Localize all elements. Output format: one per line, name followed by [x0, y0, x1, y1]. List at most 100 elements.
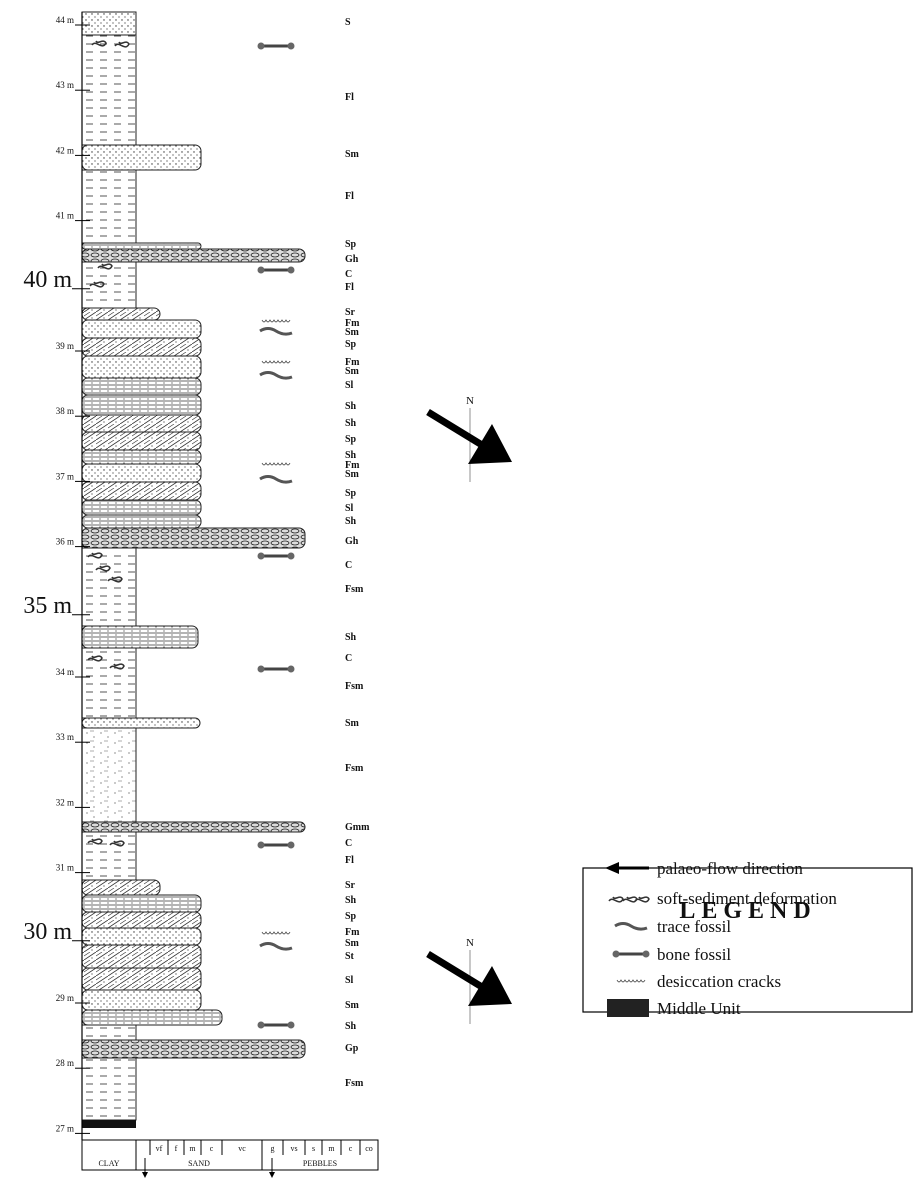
north-label: N: [466, 937, 474, 949]
bone-end: [258, 267, 265, 274]
bed: [82, 548, 136, 626]
trace-fossil: [260, 477, 292, 483]
facies-code: Sl: [345, 380, 354, 391]
depth-label: 37 m: [56, 471, 74, 481]
depth-label: 28 m: [56, 1058, 74, 1068]
bone-end: [258, 43, 265, 50]
facies-code: Sl: [345, 975, 354, 986]
legend-item: Middle Unit: [657, 999, 741, 1018]
bone-end: [643, 951, 650, 958]
bed: [82, 880, 160, 895]
bed: [82, 1010, 222, 1025]
facies-code: Sm: [345, 366, 360, 377]
bed: [82, 320, 201, 338]
facies-code: Sr: [345, 880, 356, 891]
facies-code: Fl: [345, 282, 354, 293]
bed: [82, 718, 200, 728]
bed: [82, 895, 201, 912]
depth-label: 27 m: [56, 1123, 74, 1133]
bone-end: [288, 553, 295, 560]
depth-label: 36 m: [56, 537, 74, 547]
facies-code: Sp: [345, 239, 357, 250]
depth-label: 41 m: [56, 211, 74, 221]
legend-middle-unit: [607, 999, 649, 1017]
depth-label: 33 m: [56, 732, 74, 742]
bed: [82, 515, 201, 528]
legend-item: palaeo-flow direction: [657, 859, 803, 878]
trace-fossil: [260, 373, 292, 379]
bed: [82, 928, 201, 945]
bed: [82, 145, 201, 170]
bed: [82, 945, 201, 968]
facies-code: Sh: [345, 895, 357, 906]
grain-group: CLAY: [98, 1159, 119, 1168]
depth-label: 30 m: [23, 919, 72, 945]
facies-code: Fsm: [345, 1078, 364, 1089]
facies-code: Sm: [345, 327, 360, 338]
grain-tick: vc: [238, 1144, 246, 1153]
facies-code: Sm: [345, 149, 360, 160]
bone-end: [288, 267, 295, 274]
bed: [82, 626, 198, 648]
bed: [82, 415, 201, 432]
facies-code: Fsm: [345, 584, 364, 595]
depth-label: 44 m: [56, 15, 74, 25]
bed: [82, 990, 201, 1010]
bed: [82, 395, 201, 415]
grain-tick: c: [349, 1144, 353, 1153]
middle-unit: [82, 1120, 136, 1128]
bed: [82, 249, 305, 262]
bed: [82, 1040, 305, 1058]
facies-code: Gh: [345, 254, 359, 265]
grain-tick: vs: [290, 1144, 297, 1153]
facies-code: St: [345, 951, 355, 962]
grain-tick: co: [365, 1144, 373, 1153]
depth-label: 29 m: [56, 993, 74, 1003]
bone-end: [288, 43, 295, 50]
depth-label: 39 m: [56, 341, 74, 351]
facies-code: Sm: [345, 469, 360, 480]
grain-tick: c: [210, 1144, 214, 1153]
stratigraphic-log: 44 m43 m42 m41 m40 m39 m38 m37 m36 m35 m…: [0, 0, 919, 1180]
bone-end: [613, 951, 620, 958]
bone-end: [258, 553, 265, 560]
facies-code: Sp: [345, 488, 357, 499]
bed: [82, 12, 136, 35]
facies-code: Fsm: [345, 763, 364, 774]
facies-code: Sl: [345, 503, 354, 514]
facies-code: Sr: [345, 307, 356, 318]
facies-code: Fm: [345, 927, 360, 938]
bed: [82, 528, 305, 548]
legend-item: soft-sediment deformation: [657, 889, 837, 908]
flow-arrow-shaft: [428, 412, 482, 445]
depth-label: 34 m: [56, 667, 74, 677]
legend-item: desiccation cracks: [657, 972, 781, 991]
bed: [82, 432, 201, 450]
depth-label: 40 m: [23, 267, 72, 293]
bed: [82, 356, 201, 378]
bone-end: [288, 842, 295, 849]
grain-group: SAND: [188, 1159, 210, 1168]
bed: [82, 243, 201, 249]
facies-code: Sp: [345, 911, 357, 922]
scale-arrow-head: [142, 1172, 148, 1178]
flow-arrow-shaft: [428, 954, 482, 987]
facies-code: Fsm: [345, 681, 364, 692]
north-label: N: [466, 395, 474, 407]
facies-code: Fl: [345, 92, 354, 103]
bed: [82, 912, 201, 928]
bed: [82, 464, 201, 482]
desiccation-cracks: [262, 361, 290, 363]
bed: [82, 482, 201, 500]
bed: [82, 450, 201, 464]
bone-end: [258, 1022, 265, 1029]
bed: [82, 338, 201, 356]
legend-item: bone fossil: [657, 945, 731, 964]
depth-label: 32 m: [56, 797, 74, 807]
grain-tick: m: [328, 1144, 335, 1153]
facies-code: C: [345, 653, 352, 664]
facies-code: Sh: [345, 516, 357, 527]
grain-tick: vf: [156, 1144, 163, 1153]
facies-code: Sh: [345, 1021, 357, 1032]
desiccation-cracks: [262, 320, 290, 322]
